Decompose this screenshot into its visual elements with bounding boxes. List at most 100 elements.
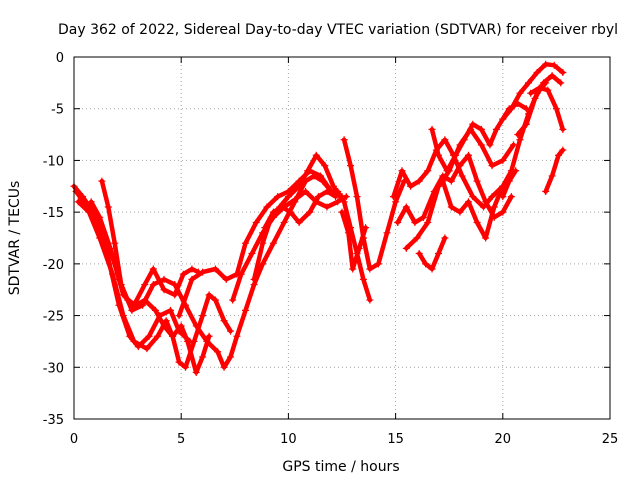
data-point	[166, 306, 174, 314]
y-tick-label: 0	[56, 51, 64, 66]
data-point	[192, 322, 200, 330]
data-point	[552, 105, 560, 113]
data-point	[411, 218, 419, 226]
data-point	[366, 265, 374, 273]
data-series	[70, 60, 567, 376]
data-point	[149, 281, 157, 289]
data-point	[482, 234, 490, 242]
data-point	[535, 84, 543, 92]
data-point	[434, 182, 442, 190]
data-point	[227, 327, 235, 335]
x-tick-label: 5	[177, 432, 185, 447]
data-point	[229, 296, 237, 304]
data-point	[512, 167, 520, 175]
data-point	[98, 177, 106, 185]
data-point	[177, 322, 185, 330]
data-point	[85, 208, 93, 216]
data-point	[522, 120, 530, 128]
data-point	[415, 250, 423, 258]
chart-title: Day 362 of 2022, Sidereal Day-to-day VTE…	[58, 22, 618, 38]
data-point	[188, 275, 196, 283]
data-point	[490, 203, 498, 211]
data-point	[220, 317, 228, 325]
data-point	[259, 239, 267, 247]
data-point	[269, 239, 277, 247]
data-point	[469, 193, 477, 201]
data-point	[160, 322, 168, 330]
data-point	[439, 177, 447, 185]
data-point	[349, 265, 357, 273]
series-line	[335, 189, 373, 303]
data-point	[205, 332, 213, 340]
data-point	[321, 162, 329, 170]
y-tick-label: -30	[43, 361, 64, 376]
data-point	[480, 203, 488, 211]
data-point	[486, 141, 494, 149]
data-point	[317, 172, 325, 180]
y-tick-label: -20	[43, 258, 64, 273]
data-point	[160, 275, 168, 283]
data-point	[531, 94, 539, 102]
data-point	[179, 270, 187, 278]
data-point	[188, 265, 196, 273]
y-tick-label: -25	[43, 310, 64, 325]
data-point	[473, 177, 481, 185]
data-point	[353, 193, 361, 201]
data-point	[203, 337, 211, 345]
data-point	[542, 187, 550, 195]
data-point	[199, 353, 207, 361]
data-point	[169, 332, 177, 340]
data-point	[428, 265, 436, 273]
data-point	[550, 61, 558, 69]
data-point	[128, 306, 136, 314]
data-point	[295, 182, 303, 190]
data-point	[119, 312, 127, 320]
data-point	[96, 213, 104, 221]
series-track-22	[499, 167, 520, 201]
data-point	[548, 72, 556, 80]
data-point	[516, 136, 524, 144]
data-point	[117, 281, 125, 289]
data-point	[287, 208, 295, 216]
data-point	[171, 281, 179, 289]
data-point	[212, 296, 220, 304]
data-point	[447, 203, 455, 211]
data-point	[499, 193, 507, 201]
series-track-12	[338, 208, 370, 273]
data-point	[332, 193, 340, 201]
data-point	[261, 224, 269, 232]
data-point	[460, 136, 468, 144]
x-tick-label: 20	[495, 432, 512, 447]
data-point	[141, 281, 149, 289]
data-point	[269, 208, 277, 216]
data-point	[544, 86, 552, 94]
data-point	[477, 125, 485, 133]
data-point	[312, 151, 320, 159]
data-point	[458, 172, 466, 180]
data-point	[557, 79, 565, 87]
data-point	[516, 89, 524, 97]
data-point	[424, 167, 432, 175]
data-point	[548, 172, 556, 180]
series-track-16	[415, 234, 449, 273]
plot-frame	[73, 56, 611, 420]
data-point	[456, 208, 464, 216]
data-point	[424, 218, 432, 226]
data-point	[175, 358, 183, 366]
series-track-10	[340, 136, 408, 273]
data-point	[96, 234, 104, 242]
data-point	[181, 363, 189, 371]
data-point	[87, 198, 95, 206]
series-line	[76, 199, 233, 370]
data-point	[302, 187, 310, 195]
data-point	[263, 203, 271, 211]
data-point	[347, 162, 355, 170]
data-point	[362, 224, 370, 232]
data-point	[402, 203, 410, 211]
data-point	[278, 203, 286, 211]
data-point	[205, 291, 213, 299]
data-point	[190, 337, 198, 345]
data-point	[338, 208, 346, 216]
data-point	[499, 208, 507, 216]
data-point	[227, 353, 235, 361]
